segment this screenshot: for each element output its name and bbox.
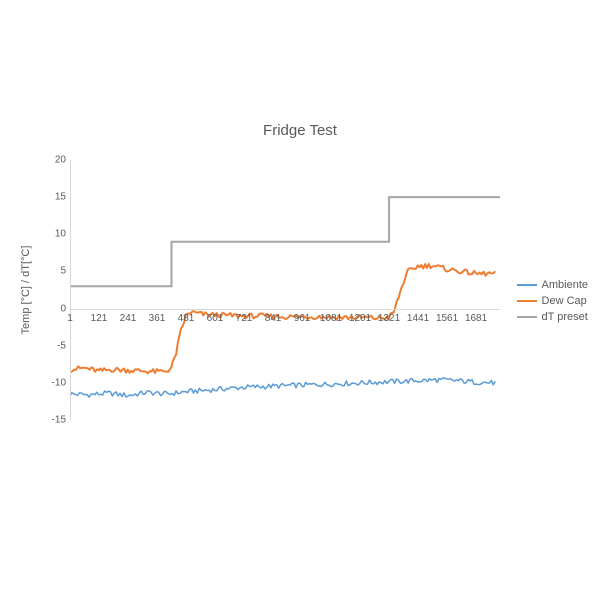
x-tick-label: 1441 bbox=[407, 313, 429, 324]
x-tick-label: 601 bbox=[207, 313, 224, 324]
legend-label: Ambiente bbox=[542, 279, 588, 291]
legend-item: Dew Cap bbox=[517, 295, 588, 307]
x-tick-label: 1 bbox=[67, 313, 73, 324]
x-tick-label: 1201 bbox=[349, 313, 371, 324]
x-tick-label: 241 bbox=[120, 313, 137, 324]
y-axis-line bbox=[70, 160, 71, 420]
x-tick-label: 961 bbox=[294, 313, 311, 324]
x-tick-label: 1681 bbox=[465, 313, 487, 324]
x-axis-line bbox=[70, 309, 500, 310]
chart-svg bbox=[70, 160, 500, 420]
legend-swatch bbox=[517, 316, 537, 318]
x-tick-label: 1561 bbox=[436, 313, 458, 324]
series-ambiente bbox=[70, 378, 495, 397]
x-tick-label: 121 bbox=[91, 313, 108, 324]
legend: Ambiente Dew Cap dT preset bbox=[517, 275, 588, 327]
x-tick-label: 841 bbox=[265, 313, 282, 324]
y-tick-label: 5 bbox=[26, 266, 66, 277]
y-tick-label: 0 bbox=[26, 303, 66, 314]
x-tick-label: 481 bbox=[178, 313, 195, 324]
legend-item: dT preset bbox=[517, 311, 588, 323]
fridge-test-chart: Fridge Test Temp [°C] / dT[°C] Ambiente D… bbox=[0, 0, 600, 600]
y-tick-label: 15 bbox=[26, 192, 66, 203]
y-axis-label: Temp [°C] / dT[°C] bbox=[20, 246, 32, 335]
legend-swatch bbox=[517, 300, 537, 302]
x-tick-label: 1081 bbox=[320, 313, 342, 324]
y-tick-label: -5 bbox=[26, 340, 66, 351]
chart-title: Fridge Test bbox=[0, 122, 600, 139]
y-tick-label: -10 bbox=[26, 377, 66, 388]
x-tick-label: 1321 bbox=[378, 313, 400, 324]
x-tick-label: 721 bbox=[236, 313, 253, 324]
legend-item: Ambiente bbox=[517, 279, 588, 291]
x-tick-label: 361 bbox=[149, 313, 166, 324]
legend-label: Dew Cap bbox=[542, 295, 587, 307]
series-dt-preset bbox=[70, 197, 500, 286]
legend-label: dT preset bbox=[542, 311, 588, 323]
y-tick-label: -15 bbox=[26, 415, 66, 426]
y-tick-label: 20 bbox=[26, 155, 66, 166]
legend-swatch bbox=[517, 284, 537, 286]
y-tick-label: 10 bbox=[26, 229, 66, 240]
plot-area bbox=[70, 160, 500, 420]
